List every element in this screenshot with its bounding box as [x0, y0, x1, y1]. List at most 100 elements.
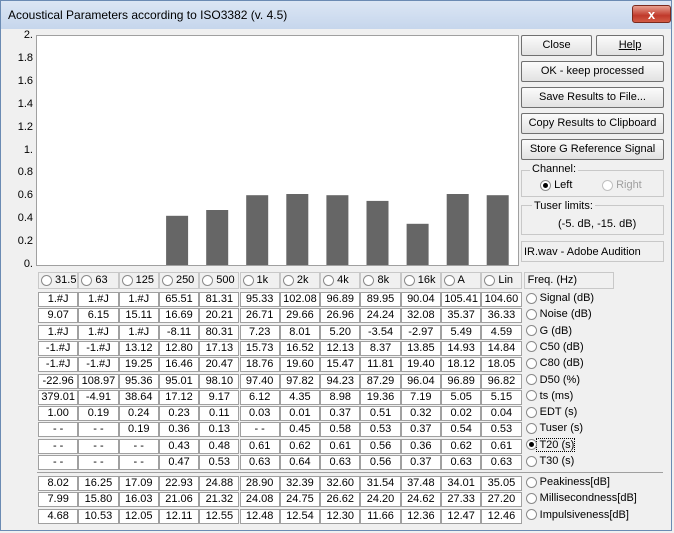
band-header[interactable]: 4k	[320, 272, 361, 289]
y-tick-label: 1.4	[17, 97, 33, 110]
right-radio-icon[interactable]	[602, 179, 613, 191]
row-radio-icon[interactable]	[525, 292, 537, 304]
band-radio-icon[interactable]	[202, 274, 214, 286]
row-label: ts (ms)	[536, 389, 574, 402]
table-cell: 0.63	[320, 455, 361, 470]
param-row-option[interactable]: G (dB)	[525, 325, 572, 337]
table-cell: 80.31	[199, 324, 240, 340]
table-cell: 0.13	[199, 422, 240, 438]
ok-keep-processed-button[interactable]: OK - keep processed	[521, 61, 664, 82]
row-radio-icon[interactable]	[525, 357, 537, 369]
table-cell: 5.05	[441, 389, 482, 405]
table-cell: 0.32	[400, 406, 441, 422]
param-row-option[interactable]: C50 (dB)	[525, 341, 584, 353]
table-cell: - -	[78, 455, 119, 470]
impulse-row-option[interactable]: Millisecondness[dB]	[525, 492, 637, 504]
band-radio-icon[interactable]	[484, 274, 496, 286]
table-cell: 108.97	[78, 373, 119, 389]
table-cell: - -	[38, 438, 79, 454]
band-radio-icon[interactable]	[41, 274, 52, 286]
table-cell: 105.41	[441, 292, 482, 307]
band-header[interactable]: 125	[118, 272, 159, 289]
band-header[interactable]: 500	[199, 272, 240, 289]
row-radio-icon[interactable]	[525, 341, 537, 353]
row-radio-icon[interactable]	[525, 308, 537, 320]
band-header[interactable]: 2k	[279, 272, 321, 289]
table-cell: - -	[118, 438, 159, 454]
table-cell: 5.20	[320, 324, 361, 340]
param-row-option[interactable]: C80 (dB)	[525, 357, 584, 369]
help-button[interactable]: Help	[596, 35, 664, 56]
band-header[interactable]: Lin	[481, 272, 522, 289]
table-cell: 7.99	[38, 492, 79, 508]
param-row-option[interactable]: Signal (dB)	[525, 292, 594, 304]
param-row-option[interactable]: T20 (s)	[525, 437, 576, 452]
row-radio-icon[interactable]	[525, 390, 537, 402]
table-cell: 20.47	[199, 357, 240, 373]
row-radio-icon[interactable]	[525, 509, 537, 521]
band-radio-icon[interactable]	[81, 274, 93, 286]
band-header[interactable]: 250	[158, 272, 200, 289]
band-radio-icon[interactable]	[444, 274, 455, 286]
param-row-option[interactable]: ts (ms)	[525, 389, 574, 402]
window-close-button[interactable]: x	[632, 5, 671, 23]
channel-right-option[interactable]: Right	[602, 179, 642, 191]
param-row-option[interactable]: EDT (s)	[525, 406, 577, 418]
table-cell: 38.64	[118, 389, 159, 405]
impulse-row-option[interactable]: Impulsiveness[dB]	[525, 509, 629, 521]
bar-16k	[406, 223, 429, 265]
row-radio-icon[interactable]	[525, 406, 537, 418]
table-cell: -1.#J	[38, 357, 79, 373]
table-cell: 12.11	[158, 508, 200, 524]
row-radio-icon[interactable]	[525, 455, 537, 467]
table-cell: 0.37	[400, 422, 441, 438]
table-cell: 7.23	[239, 324, 280, 340]
table-cell: 16.25	[78, 476, 119, 491]
row-radio-icon[interactable]	[525, 492, 537, 504]
table-cell: 1.#J	[38, 292, 79, 307]
band-header[interactable]: 8k	[360, 272, 401, 289]
band-header[interactable]: 1k	[239, 272, 280, 289]
row-radio-icon[interactable]	[525, 422, 537, 434]
bar-250	[166, 215, 189, 265]
left-radio-icon[interactable]	[540, 179, 551, 191]
band-label: 1k	[253, 274, 269, 286]
impulse-row-option[interactable]: Peakiness[dB]	[525, 476, 610, 488]
band-radio-icon[interactable]	[323, 274, 335, 286]
row-radio-icon[interactable]	[525, 325, 537, 337]
band-radio-icon[interactable]	[161, 274, 173, 286]
band-radio-icon[interactable]	[242, 274, 254, 286]
band-header[interactable]: 31.5	[38, 272, 79, 289]
table-cell: 12.30	[320, 508, 361, 524]
row-radio-icon[interactable]	[525, 374, 537, 386]
band-label: 2k	[293, 274, 309, 286]
table-cell: 24.24	[360, 308, 401, 324]
close-button[interactable]: Close	[521, 35, 592, 56]
save-results-button[interactable]: Save Results to File...	[521, 87, 664, 108]
band-radio-icon[interactable]	[403, 274, 415, 286]
table-cell: 14.93	[441, 340, 482, 356]
row-radio-icon[interactable]	[525, 439, 537, 451]
band-header[interactable]: 16k	[400, 272, 441, 289]
table-cell: 1.00	[38, 406, 79, 422]
band-label: A	[455, 274, 465, 286]
table-cell: 17.13	[199, 340, 240, 356]
param-row-option[interactable]: T30 (s)	[525, 455, 574, 467]
table-cell: 12.80	[158, 340, 200, 356]
param-row-option[interactable]: Tuser (s)	[525, 422, 583, 434]
copy-results-button[interactable]: Copy Results to Clipboard	[521, 113, 664, 134]
band-radio-icon[interactable]	[121, 274, 133, 286]
row-radio-icon[interactable]	[525, 476, 537, 488]
band-header[interactable]: A	[441, 272, 482, 289]
band-radio-icon[interactable]	[363, 274, 375, 286]
band-radio-icon[interactable]	[282, 274, 294, 286]
band-header[interactable]: 63	[78, 272, 119, 289]
bar-4k	[326, 195, 349, 265]
store-g-reference-button[interactable]: Store G Reference Signal	[521, 139, 664, 160]
title-bar: Acoustical Parameters according to ISO33…	[1, 1, 671, 29]
table-cell: 1.#J	[38, 324, 79, 340]
param-row-option[interactable]: D50 (%)	[525, 374, 580, 386]
param-row-option[interactable]: Noise (dB)	[525, 308, 592, 320]
channel-left-option[interactable]: Left	[540, 179, 572, 191]
y-tick-label: 1.2	[17, 120, 33, 133]
